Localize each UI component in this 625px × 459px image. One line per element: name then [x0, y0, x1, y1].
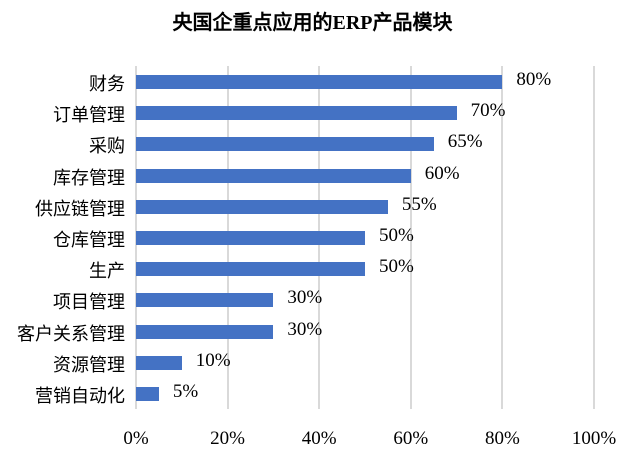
- data-label: 80%: [516, 69, 552, 90]
- bar: [136, 199, 388, 214]
- category-label: 供应链管理: [35, 198, 125, 219]
- data-label: 10%: [195, 349, 231, 371]
- category-label: 库存管理: [53, 167, 125, 188]
- category-label: 生产: [89, 261, 125, 282]
- data-label: 5%: [172, 381, 199, 402]
- category-label: 客户关系管理: [17, 323, 125, 344]
- category-label: 订单管理: [53, 105, 125, 126]
- bar: [136, 262, 365, 277]
- x-tick: 60%: [393, 428, 429, 449]
- bar: [136, 324, 274, 339]
- data-label: 70%: [470, 100, 506, 122]
- bar-row: 30%: [136, 284, 594, 315]
- x-tick: 100%: [571, 428, 617, 449]
- data-label: 60%: [424, 162, 460, 184]
- category-label: 资源管理: [53, 354, 125, 375]
- bar: [136, 387, 159, 401]
- bar-row: 80%: [136, 66, 594, 97]
- chart-title: 央国企重点应用的ERP产品模块: [172, 12, 453, 34]
- plot-area: 80% 70% 65% 60% 55% 50% 50% 30% 30% 10% 5%: [135, 66, 595, 409]
- bar-row: 65%: [136, 128, 594, 159]
- x-tick: 0%: [123, 428, 149, 449]
- data-label: 30%: [287, 318, 323, 340]
- category-label: 财务: [89, 74, 125, 94]
- category-label: 采购: [89, 136, 125, 157]
- bar-row: 5%: [136, 378, 594, 409]
- bar-row: 50%: [136, 253, 594, 284]
- bar: [136, 168, 411, 183]
- data-label: 65%: [447, 131, 483, 153]
- category-label: 项目管理: [53, 292, 125, 313]
- bar: [136, 355, 182, 370]
- data-label: 55%: [401, 193, 437, 215]
- x-tick: 40%: [301, 428, 337, 449]
- bar-row: 55%: [136, 191, 594, 222]
- bar-row: 10%: [136, 347, 594, 378]
- gridline-100: [593, 66, 595, 409]
- bar: [136, 75, 503, 89]
- gridline-60: [409, 66, 412, 409]
- bar: [136, 137, 434, 152]
- bar: [136, 106, 457, 121]
- category-label: 营销自动化: [35, 386, 125, 406]
- bar: [136, 293, 274, 308]
- bar-row: 70%: [136, 97, 594, 128]
- bar: [136, 231, 365, 245]
- bar-row: 60%: [136, 160, 594, 191]
- data-label: 50%: [379, 225, 414, 246]
- category-label: 仓库管理: [53, 230, 125, 250]
- x-tick: 80%: [484, 428, 520, 449]
- x-tick: 20%: [210, 428, 246, 449]
- bar-row: 50%: [136, 222, 594, 253]
- data-label: 30%: [287, 287, 323, 309]
- gridline-80: [501, 66, 504, 409]
- bar-row: 30%: [136, 316, 594, 347]
- data-label: 50%: [379, 256, 414, 278]
